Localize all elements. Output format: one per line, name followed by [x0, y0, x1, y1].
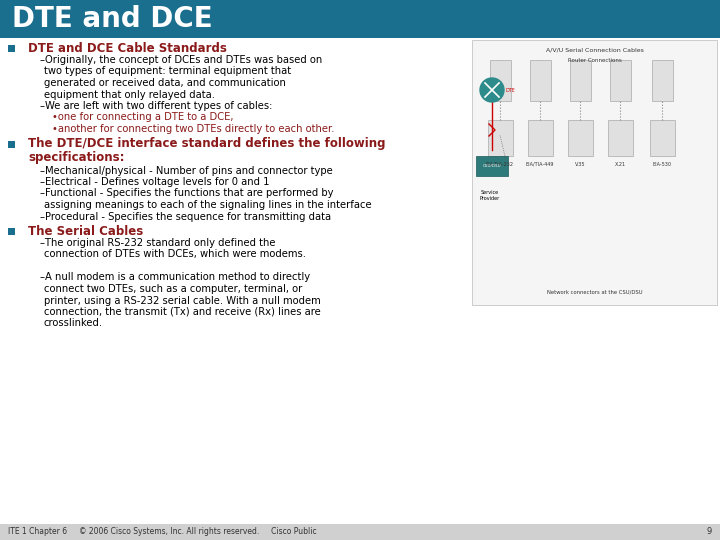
- Text: generated or received data, and communication: generated or received data, and communic…: [44, 78, 286, 88]
- Text: X.21: X.21: [614, 162, 626, 167]
- FancyBboxPatch shape: [472, 40, 717, 305]
- Text: EIA/TIA-449: EIA/TIA-449: [526, 162, 554, 167]
- Text: EIA-TIA-232: EIA-TIA-232: [486, 162, 514, 167]
- FancyBboxPatch shape: [0, 524, 720, 540]
- Text: –A null modem is a communication method to directly: –A null modem is a communication method …: [40, 273, 310, 282]
- Text: connection of DTEs with DCEs, which were modems.: connection of DTEs with DCEs, which were…: [44, 249, 306, 260]
- FancyBboxPatch shape: [649, 119, 675, 156]
- FancyBboxPatch shape: [529, 59, 551, 100]
- Text: DTE and DCE: DTE and DCE: [12, 5, 212, 33]
- FancyBboxPatch shape: [528, 119, 552, 156]
- Text: Service
Provider: Service Provider: [480, 190, 500, 201]
- FancyBboxPatch shape: [8, 228, 15, 235]
- Text: –Procedural - Specifies the sequence for transmitting data: –Procedural - Specifies the sequence for…: [40, 212, 331, 221]
- FancyBboxPatch shape: [487, 119, 513, 156]
- FancyBboxPatch shape: [652, 59, 672, 100]
- Text: –Functional - Specifies the functions that are performed by: –Functional - Specifies the functions th…: [40, 188, 333, 199]
- Text: two types of equipment: terminal equipment that: two types of equipment: terminal equipme…: [44, 66, 291, 77]
- Text: Router Connections: Router Connections: [567, 58, 621, 63]
- Text: printer, using a RS-232 serial cable. With a null modem: printer, using a RS-232 serial cable. Wi…: [44, 295, 320, 306]
- FancyBboxPatch shape: [8, 45, 15, 52]
- Text: 9: 9: [707, 528, 712, 537]
- Text: •one for connecting a DTE to a DCE,: •one for connecting a DTE to a DCE,: [52, 112, 233, 123]
- Text: crosslinked.: crosslinked.: [44, 319, 103, 328]
- Text: A/V/U Serial Connection Cables: A/V/U Serial Connection Cables: [546, 48, 644, 53]
- Text: –Electrical - Defines voltage levels for 0 and 1: –Electrical - Defines voltage levels for…: [40, 177, 269, 187]
- Text: connect two DTEs, such as a computer, terminal, or: connect two DTEs, such as a computer, te…: [44, 284, 302, 294]
- Circle shape: [480, 78, 504, 102]
- Text: assigning meanings to each of the signaling lines in the interface: assigning meanings to each of the signal…: [44, 200, 372, 210]
- FancyBboxPatch shape: [570, 59, 590, 100]
- FancyBboxPatch shape: [567, 119, 593, 156]
- Text: –Mechanical/physical - Number of pins and connector type: –Mechanical/physical - Number of pins an…: [40, 165, 333, 176]
- Text: The Serial Cables: The Serial Cables: [28, 225, 143, 238]
- Text: ITE 1 Chapter 6     © 2006 Cisco Systems, Inc. All rights reserved.     Cisco Pu: ITE 1 Chapter 6 © 2006 Cisco Systems, In…: [8, 528, 317, 537]
- Text: •another for connecting two DTEs directly to each other.: •another for connecting two DTEs directl…: [52, 124, 335, 134]
- Text: –The original RS-232 standard only defined the: –The original RS-232 standard only defin…: [40, 238, 276, 248]
- Text: connection, the transmit (Tx) and receive (Rx) lines are: connection, the transmit (Tx) and receiv…: [44, 307, 320, 317]
- FancyBboxPatch shape: [476, 156, 508, 176]
- FancyBboxPatch shape: [610, 59, 631, 100]
- Text: equipment that only relayed data.: equipment that only relayed data.: [44, 90, 215, 99]
- Text: CSU/DSU: CSU/DSU: [482, 164, 501, 168]
- Text: EIA-530: EIA-530: [652, 162, 672, 167]
- FancyBboxPatch shape: [0, 0, 720, 38]
- Text: Network connectors at the CSU/DSU: Network connectors at the CSU/DSU: [546, 290, 642, 295]
- Text: –We are left with two different types of cables:: –We are left with two different types of…: [40, 101, 272, 111]
- FancyBboxPatch shape: [490, 59, 510, 100]
- FancyBboxPatch shape: [608, 119, 632, 156]
- Text: DTE and DCE Cable Standards: DTE and DCE Cable Standards: [28, 42, 227, 55]
- FancyBboxPatch shape: [8, 140, 15, 147]
- Text: The DTE/DCE interface standard defines the following: The DTE/DCE interface standard defines t…: [28, 138, 385, 151]
- Text: specifications:: specifications:: [28, 151, 125, 164]
- Text: V.35: V.35: [575, 162, 585, 167]
- Text: –Originally, the concept of DCEs and DTEs was based on: –Originally, the concept of DCEs and DTE…: [40, 55, 323, 65]
- Text: DTE: DTE: [506, 87, 516, 92]
